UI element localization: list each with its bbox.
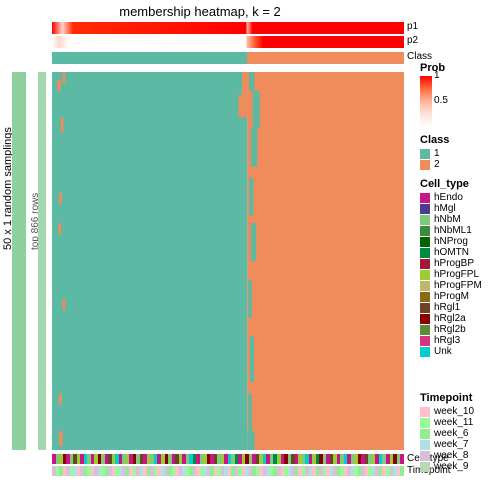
right-label-p1: p1 <box>407 21 418 32</box>
right-label-class: Class <box>407 51 432 62</box>
bottom-annotation-timepoint <box>52 466 404 476</box>
legend-timepoint: Timepointweek_10week_11week_6week_7week_… <box>420 392 502 472</box>
legend-prob: Prob10.5 <box>420 62 502 126</box>
top-annotation-class <box>52 52 404 64</box>
plot-title: membership heatmap, k = 2 <box>0 4 400 19</box>
side-strip-inner <box>38 72 46 450</box>
legend-celltype: Cell_typehEndohMglhNbMhNbML1hNProghOMTNh… <box>420 178 502 357</box>
side-strip-outer <box>12 72 26 450</box>
top-annotation-p2 <box>52 36 404 48</box>
bottom-annotation-celltype <box>52 454 404 464</box>
legend-class: Class12 <box>420 134 502 170</box>
heatmap-body <box>52 72 404 450</box>
right-label-p2: p2 <box>407 35 418 46</box>
top-annotation-p1 <box>52 22 404 34</box>
